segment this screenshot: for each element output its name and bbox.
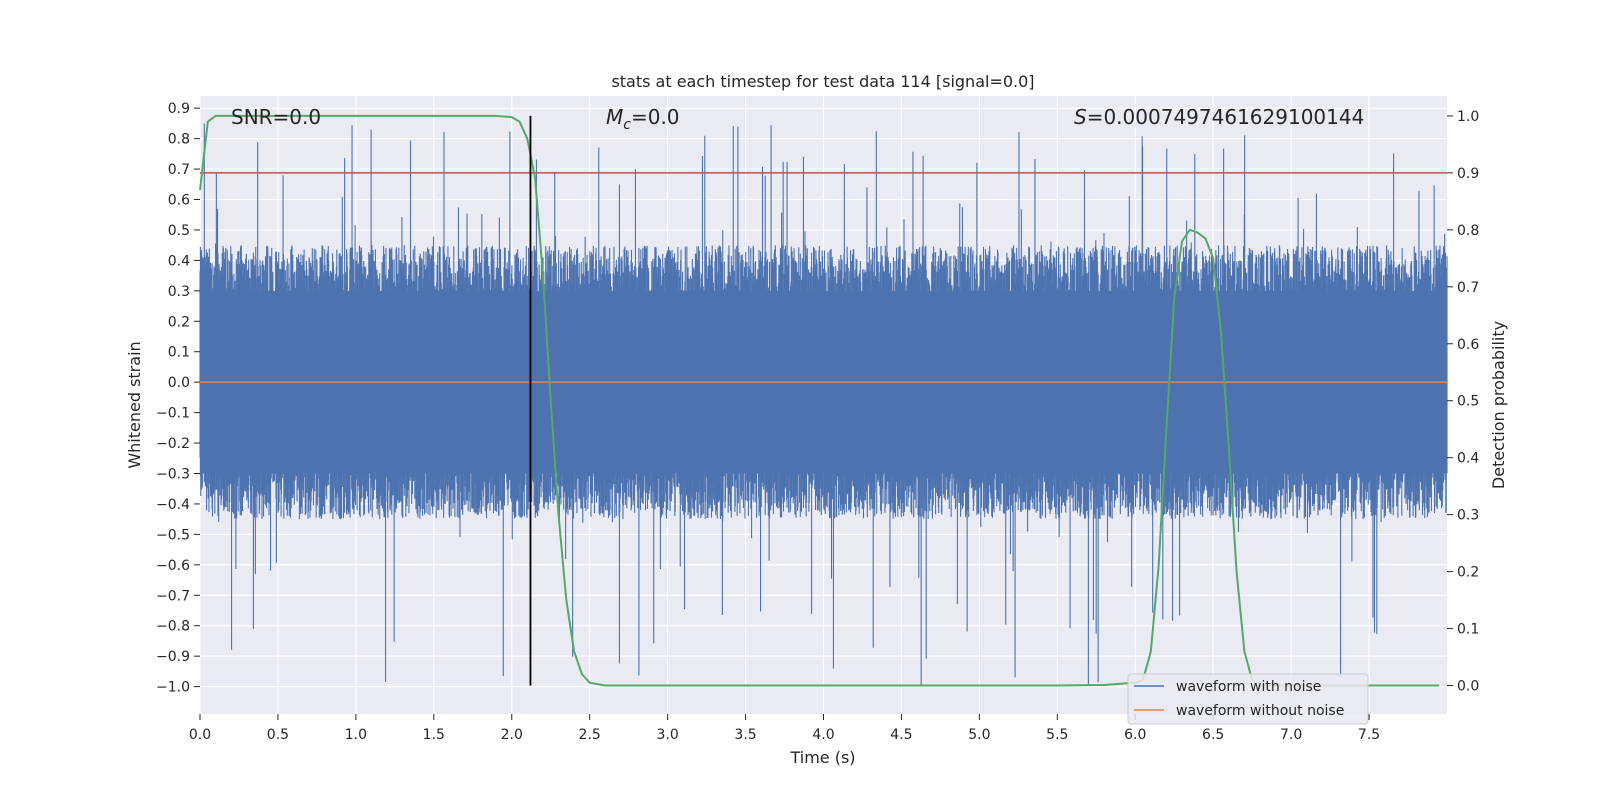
y-axis-label: Whitened strain <box>125 341 144 468</box>
y-tick-label: 0.9 <box>168 101 190 117</box>
y-tick-label: 0.5 <box>168 223 190 239</box>
x-tick-label: 2.5 <box>579 727 601 743</box>
y2-tick-label: 1.0 <box>1457 109 1479 125</box>
y-tick-label: −1.0 <box>156 680 190 696</box>
s-symbol: S <box>1074 105 1087 129</box>
y2-tick-label: 0.5 <box>1457 394 1479 410</box>
snr-annotation: SNR=0.0 <box>231 105 321 129</box>
y2-tick-label: 0.9 <box>1457 166 1479 182</box>
y-tick-label: −0.7 <box>156 588 190 604</box>
y-tick-label: −0.6 <box>156 558 190 574</box>
x-tick-label: 0.0 <box>189 727 211 743</box>
y2-tick-label: 0.7 <box>1457 280 1479 296</box>
x-tick-label: 1.5 <box>423 727 445 743</box>
detection-probability-line <box>199 114 1440 687</box>
y-tick-label: −0.8 <box>156 619 190 635</box>
s-value: =0.0007497461629100144 <box>1087 105 1365 129</box>
y2-tick-label: 0.0 <box>1457 679 1479 695</box>
y2-tick-label: 0.2 <box>1457 565 1479 581</box>
x-tick-label: 6.5 <box>1202 727 1224 743</box>
chirp-mass-value: =0.0 <box>631 105 680 129</box>
x-axis-label: Time (s) <box>789 748 855 767</box>
x-tick-label: 1.0 <box>345 727 367 743</box>
x-tick-label: 4.0 <box>812 727 834 743</box>
lines <box>199 114 1447 687</box>
y-tick-label: −0.9 <box>156 649 190 665</box>
y-tick-label: 0.8 <box>168 132 190 148</box>
chirp-mass-annotation: Mc=0.0 <box>606 105 680 133</box>
y2-tick-label: 0.6 <box>1457 337 1479 353</box>
y2-tick-label: 0.3 <box>1457 508 1479 524</box>
chirp-mass-subscript: c <box>623 117 631 133</box>
x-tick-label: 6.0 <box>1124 727 1146 743</box>
y-tick-label: −0.2 <box>156 436 190 452</box>
y-tick-label: 0.6 <box>168 193 190 209</box>
left-axis: 0.9 0.8 0.7 0.6 0.5 0.4 0.3 0.2 0.1 0.0 −0.1 −0.2 −0… <box>156 101 200 696</box>
y-tick-label: 0.4 <box>168 253 190 269</box>
y-tick-label: −0.3 <box>156 466 190 482</box>
y-tick-label: −0.5 <box>156 527 190 543</box>
x-tick-label: 3.0 <box>656 727 678 743</box>
x-tick-label: 4.5 <box>890 727 912 743</box>
s-annotation: S=0.0007497461629100144 <box>1074 105 1364 129</box>
x-tick-label: 7.5 <box>1358 727 1380 743</box>
y-tick-label: 0.7 <box>168 162 190 178</box>
legend-label-waveform-with-noise: waveform with noise <box>1176 679 1321 695</box>
y-tick-label: −0.4 <box>156 497 190 513</box>
y-tick-label: 0.3 <box>168 284 190 300</box>
x-tick-label: 2.0 <box>501 727 523 743</box>
right-axis: 1.0 0.9 0.8 0.7 0.6 0.5 0.4 0.3 0.2 0.1 0.0 <box>1447 109 1479 695</box>
legend: waveform with noise waveform without noi… <box>1127 673 1369 725</box>
y-tick-label: 0.0 <box>168 375 190 391</box>
chirp-mass-symbol: M <box>606 105 623 129</box>
y2-tick-label: 0.1 <box>1457 622 1479 638</box>
chart-title: stats at each timestep for test data 114… <box>611 72 1034 91</box>
x-tick-label: 0.5 <box>267 727 289 743</box>
y-tick-label: −0.1 <box>156 406 190 422</box>
y2-tick-label: 0.4 <box>1457 451 1479 467</box>
x-tick-label: 5.0 <box>968 727 990 743</box>
x-tick-label: 3.5 <box>734 727 756 743</box>
x-tick-label: 7.0 <box>1280 727 1302 743</box>
y-tick-label: 0.1 <box>168 345 190 361</box>
y2-axis-label: Detection probability <box>1489 321 1508 489</box>
legend-box <box>1127 673 1369 725</box>
x-axis: 0.0 0.5 1.0 1.5 2.0 2.5 3.0 3.5 4.0 4.5 5.0 5.5 6.0 6… <box>189 714 1380 743</box>
y-tick-label: 0.2 <box>168 314 190 330</box>
x-tick-label: 5.5 <box>1046 727 1068 743</box>
legend-label-waveform-without-noise: waveform without noise <box>1176 703 1344 719</box>
y2-tick-label: 0.8 <box>1457 223 1479 239</box>
